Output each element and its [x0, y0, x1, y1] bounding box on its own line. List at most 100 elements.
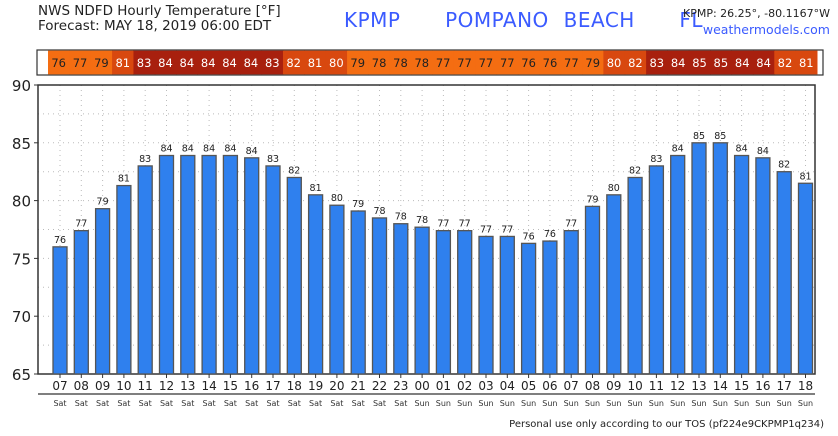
temperature-bar [286, 176, 302, 375]
strip-value: 80 [329, 56, 344, 70]
bar-value-label: 82 [778, 160, 790, 171]
strip-value: 77 [436, 56, 451, 70]
strip-value: 84 [756, 56, 771, 70]
day-label: Sat [330, 399, 343, 408]
strip-cell [667, 50, 690, 75]
bar-value-label: 84 [224, 144, 236, 155]
strip-cell [688, 50, 711, 75]
hour-label: 12 [159, 379, 174, 393]
bar-value-label: 84 [182, 144, 194, 155]
day-label: Sun [670, 399, 685, 408]
hour-label: 18 [798, 379, 813, 393]
temperature-bar [265, 165, 281, 375]
temperature-bar [457, 230, 473, 375]
hour-label: 07 [564, 379, 579, 393]
strip-cell [389, 50, 412, 75]
hour-label: 15 [734, 379, 749, 393]
day-label: Sat [139, 399, 152, 408]
strip-value: 78 [393, 56, 408, 70]
hour-label: 02 [457, 379, 472, 393]
hour-label: 19 [308, 379, 323, 393]
hour-label: 10 [116, 379, 131, 393]
temperature-bar [755, 157, 771, 375]
temperature-bar [52, 246, 68, 375]
day-label: Sat [352, 399, 365, 408]
strip-cell [731, 50, 754, 75]
temperature-bar [670, 154, 686, 375]
day-label: Sun [585, 399, 600, 408]
strip-cell [347, 50, 369, 75]
day-label: Sun [500, 399, 515, 408]
y-tick-label: 80 [12, 193, 31, 211]
strip-value: 78 [414, 56, 429, 70]
strip-value: 84 [222, 56, 237, 70]
strip-value: 76 [543, 56, 558, 70]
hour-label: 15 [223, 379, 238, 393]
strip-cell [90, 50, 113, 75]
strip-cell [432, 50, 455, 75]
strip-cell [325, 50, 348, 75]
hour-label: 00 [414, 379, 429, 393]
strip-value: 85 [692, 56, 707, 70]
hour-label: 08 [74, 379, 89, 393]
strip-value: 77 [564, 56, 579, 70]
bar-value-label: 79 [97, 197, 109, 208]
bar-value-label: 80 [331, 193, 343, 204]
day-label: Sun [755, 399, 770, 408]
day-label: Sat [266, 399, 279, 408]
temperature-bar [116, 184, 132, 375]
day-label: Sun [777, 399, 792, 408]
hour-label: 13 [691, 379, 706, 393]
station-coords: KPMP: 26.25°, -80.1167°W [683, 7, 830, 20]
bar-value-label: 77 [501, 224, 513, 235]
day-label: Sat [203, 399, 216, 408]
hour-label: 11 [649, 379, 664, 393]
strip-cell [496, 50, 519, 75]
bar-value-label: 85 [693, 131, 705, 142]
strip-value: 84 [180, 56, 195, 70]
strip-cell [582, 50, 604, 75]
hour-label: 04 [500, 379, 515, 393]
hour-label: 18 [287, 379, 302, 393]
bar-value-label: 84 [672, 144, 684, 155]
temperature-bar [180, 154, 196, 375]
hour-label: 22 [372, 379, 387, 393]
hour-label: 17 [265, 379, 280, 393]
hour-label: 09 [95, 379, 110, 393]
day-label: Sun [649, 399, 664, 408]
day-label: Sat [373, 399, 386, 408]
strip-cell [774, 50, 797, 75]
temperature-bar [712, 142, 728, 375]
day-label: Sat [75, 399, 88, 408]
day-label: Sun [713, 399, 728, 408]
site-link[interactable]: weathermodels.com [702, 22, 830, 37]
strip-cell [154, 50, 177, 75]
bar-value-label: 81 [799, 171, 811, 182]
y-tick-label: 90 [12, 77, 31, 95]
hour-label: 10 [627, 379, 642, 393]
strip-cell [624, 50, 647, 75]
temperature-bar [606, 194, 622, 375]
strip-value: 84 [201, 56, 216, 70]
strip-cell [710, 50, 733, 75]
bar-value-label: 84 [160, 144, 172, 155]
strip-cell [133, 50, 156, 75]
strip-cell [795, 50, 818, 75]
hour-label: 09 [606, 379, 621, 393]
strip-value: 82 [286, 56, 301, 70]
bar-value-label: 77 [437, 219, 449, 230]
strip-value: 79 [94, 56, 109, 70]
strip-value: 81 [799, 56, 814, 70]
temperature-bar [94, 208, 111, 375]
temperature-bar [73, 230, 89, 375]
strip-value: 78 [372, 56, 387, 70]
hour-label: 17 [777, 379, 792, 393]
hour-label: 08 [585, 379, 600, 393]
bar-value-label: 82 [288, 165, 300, 176]
temperature-bar [478, 235, 494, 375]
hour-label: 14 [713, 379, 728, 393]
day-label: Sun [478, 399, 493, 408]
strip-cell [517, 50, 540, 75]
strip-cell [411, 50, 433, 75]
temperature-bar [435, 230, 452, 375]
